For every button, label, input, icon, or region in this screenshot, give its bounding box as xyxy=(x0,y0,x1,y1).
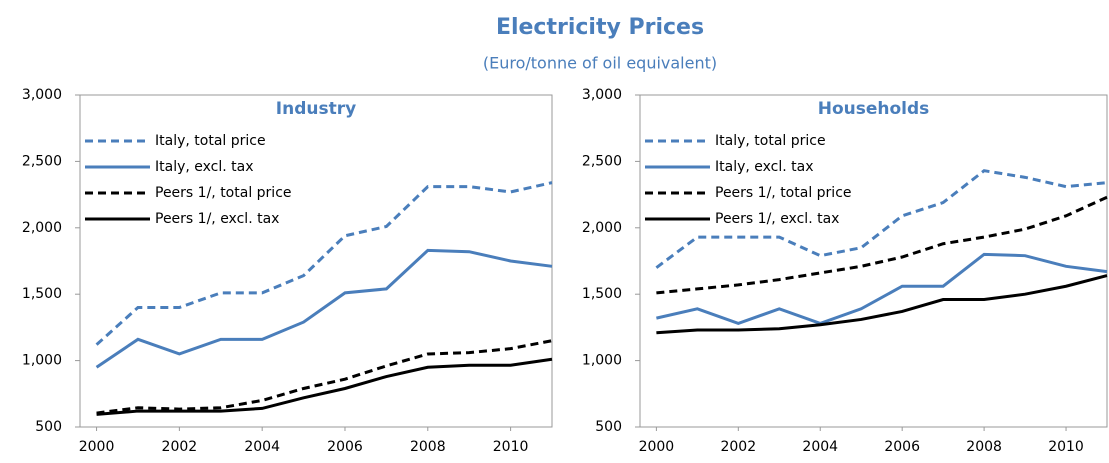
series-line xyxy=(96,339,553,415)
legend-label: Peers 1/, total price xyxy=(155,185,292,201)
x-tick-label: 2008 xyxy=(966,439,1002,455)
x-tick-label: 2000 xyxy=(639,439,675,455)
y-tick-label: 1,500 xyxy=(582,286,622,302)
series-line xyxy=(656,195,1108,295)
legend-label: Peers 1/, total price xyxy=(715,185,852,201)
plot-frame xyxy=(639,94,1108,428)
legend-label: Peers 1/, excl. tax xyxy=(155,211,279,227)
figure-subtitle: (Euro/tonne of oil equivalent) xyxy=(483,54,717,73)
series-line xyxy=(656,274,1108,335)
series-line xyxy=(96,357,553,416)
y-tick-label: 3,000 xyxy=(22,87,62,103)
chart-title: Industry xyxy=(276,99,356,119)
series-line xyxy=(95,248,553,369)
series-line xyxy=(656,252,1108,326)
figure-title: Electricity Prices xyxy=(496,15,704,40)
series-line xyxy=(95,181,553,346)
y-tick-label: 500 xyxy=(595,419,622,435)
legend-label: Italy, excl. tax xyxy=(155,159,254,175)
x-tick-label: 2002 xyxy=(162,439,198,455)
y-tick-label: 500 xyxy=(35,419,62,435)
x-tick-label: 2000 xyxy=(79,439,115,455)
y-tick-label: 2,000 xyxy=(22,220,62,236)
x-tick-label: 2010 xyxy=(493,439,529,455)
y-tick-label: 1,500 xyxy=(22,286,62,302)
plot-frame xyxy=(79,94,553,428)
x-tick-label: 2006 xyxy=(327,439,363,455)
x-tick-label: 2010 xyxy=(1048,439,1084,455)
y-tick-label: 1,000 xyxy=(582,353,622,369)
x-tick-label: 2008 xyxy=(410,439,446,455)
y-tick-label: 3,000 xyxy=(582,87,622,103)
y-tick-label: 2,500 xyxy=(582,153,622,169)
legend-label: Italy, excl. tax xyxy=(715,159,814,175)
x-tick-label: 2006 xyxy=(884,439,920,455)
x-tick-label: 2004 xyxy=(802,439,838,455)
y-tick-label: 2,000 xyxy=(582,220,622,236)
x-tick-label: 2004 xyxy=(244,439,280,455)
y-tick-label: 1,000 xyxy=(22,353,62,369)
series-line xyxy=(655,169,1108,269)
legend-label: Italy, total price xyxy=(715,133,826,149)
x-tick-label: 2002 xyxy=(720,439,756,455)
chart-title: Households xyxy=(818,99,930,119)
legend-label: Italy, total price xyxy=(155,133,266,149)
legend-label: Peers 1/, excl. tax xyxy=(715,211,839,227)
y-tick-label: 2,500 xyxy=(22,153,62,169)
